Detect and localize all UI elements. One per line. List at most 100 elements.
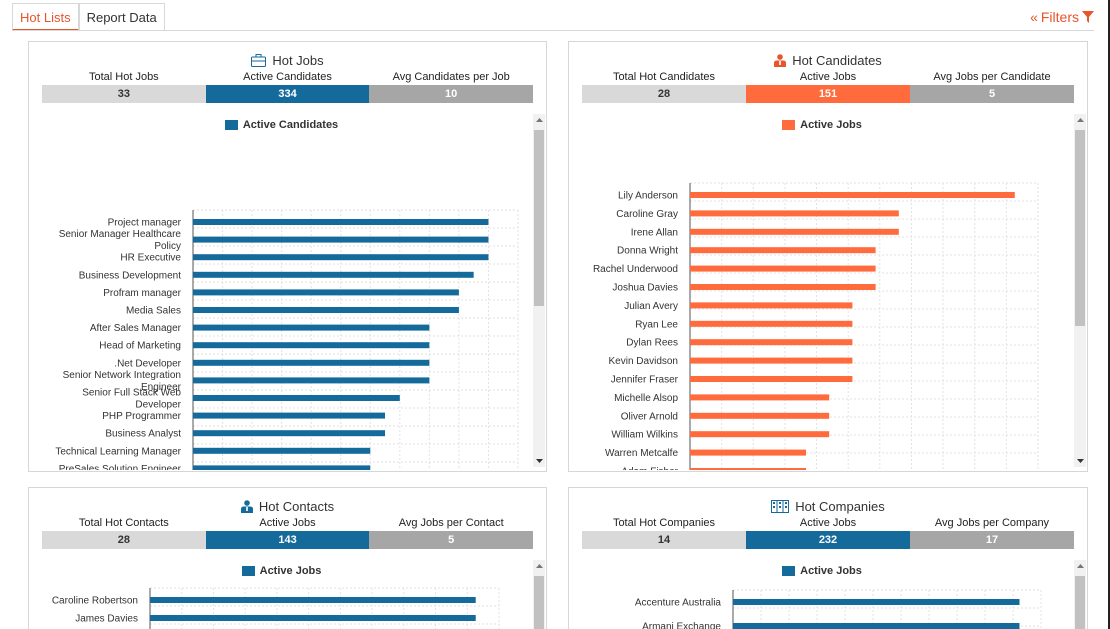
scrollbar[interactable]: [1074, 560, 1086, 629]
chart-bar[interactable]: [193, 412, 386, 419]
chart-bar[interactable]: [690, 247, 876, 254]
chart-bar[interactable]: [150, 597, 476, 603]
category-label: Senior Manager Healthcare Policy: [59, 229, 182, 252]
tab-hot-lists[interactable]: Hot Lists: [12, 3, 79, 31]
hot-companies-panel: Hot Companies Total Hot Companies 14 Acti…: [568, 487, 1088, 629]
scroll-up-arrow[interactable]: [533, 114, 545, 126]
panel-header: Hot Contacts: [29, 496, 546, 516]
chart-bar[interactable]: [690, 394, 830, 401]
category-label: PHP Programmer: [102, 411, 181, 422]
scroll-up-arrow[interactable]: [533, 560, 545, 572]
chart-bar[interactable]: [193, 377, 430, 384]
chart-bar[interactable]: [733, 599, 1020, 605]
category-label: Media Sales: [126, 306, 181, 317]
scroll-thumb[interactable]: [534, 576, 544, 629]
chart-area: Active Jobs Lily Anderson Caroline Gray Ir…: [570, 114, 1074, 470]
chart-bar[interactable]: [193, 359, 430, 366]
chart-bar[interactable]: [690, 265, 876, 272]
chart-bar[interactable]: [690, 431, 830, 438]
chart-bar[interactable]: [733, 623, 1020, 629]
scrollbar[interactable]: [1074, 114, 1086, 467]
stat-value: 5: [910, 85, 1074, 103]
chart-bar[interactable]: [690, 320, 853, 327]
chart-bar[interactable]: [193, 236, 489, 243]
hot-candidates-panel: Hot Candidates Total Hot Candidates 28 Ac…: [568, 41, 1088, 472]
category-label: Dylan Rees: [626, 338, 678, 349]
chart-bar[interactable]: [690, 339, 853, 346]
scrollbar[interactable]: [533, 560, 545, 629]
scroll-up-arrow[interactable]: [1074, 560, 1086, 572]
scrollbar[interactable]: [533, 114, 545, 467]
stat-label: Active Jobs: [799, 517, 857, 529]
hot-jobs-panel: Hot Jobs Total Hot Jobs 33 Active Candida…: [28, 41, 547, 472]
chart-bar[interactable]: [690, 210, 899, 217]
category-label: Joshua Davies: [612, 283, 678, 294]
category-label: Accenture Australia: [635, 598, 722, 609]
chart-bar[interactable]: [193, 289, 459, 296]
tab-divider: [12, 30, 1094, 31]
category-label: Business Analyst: [105, 429, 181, 440]
chart-bar[interactable]: [193, 447, 371, 454]
stat-active: Active Candidates 334: [205, 69, 370, 103]
chart-bar[interactable]: [690, 228, 899, 235]
chart-bar[interactable]: [690, 357, 853, 364]
chart-bar[interactable]: [193, 254, 489, 261]
chart-bar[interactable]: [193, 271, 474, 278]
hot-contacts-panel: Hot Contacts Total Hot Contacts 28 Active…: [28, 487, 547, 629]
stat-total: Total Hot Contacts 28: [42, 515, 206, 549]
chart-bar[interactable]: [690, 284, 876, 290]
stat-total: Total Hot Jobs 33: [42, 69, 206, 103]
panel-title: Hot Companies: [795, 498, 885, 514]
scroll-up-arrow[interactable]: [1074, 114, 1086, 126]
stat-value: 33: [42, 85, 206, 103]
scroll-thumb[interactable]: [1075, 130, 1085, 326]
chart-legend: Active Candidates: [30, 119, 533, 131]
category-label: .Net Developer: [114, 358, 181, 369]
category-label: Warren Metcalfe: [605, 448, 678, 459]
legend-swatch: [241, 566, 255, 576]
legend-swatch: [782, 120, 796, 130]
stat-label: Avg Jobs per Company: [934, 517, 1050, 529]
category-label: Business Development: [79, 270, 181, 281]
chart-bar[interactable]: [690, 376, 853, 382]
stat-label: Total Hot Jobs: [88, 71, 159, 83]
chart-bar[interactable]: [150, 615, 476, 621]
bar-chart: Caroline Robertson James Davies: [52, 587, 500, 629]
scroll-down-arrow[interactable]: [533, 455, 545, 467]
chart-bar[interactable]: [193, 342, 430, 349]
stat-value: 10: [369, 85, 534, 103]
double-chevron-left-icon: «: [1030, 9, 1038, 25]
chart-area: Active Jobs Caroline Robertson James Davi…: [30, 560, 533, 629]
filters-label: Filters: [1040, 9, 1079, 25]
scroll-thumb[interactable]: [534, 130, 544, 306]
stat-label: Avg Jobs per Candidate: [933, 71, 1051, 83]
stat-value: 143: [205, 531, 370, 549]
chart-bar[interactable]: [193, 395, 400, 401]
category-label: HR Executive: [120, 253, 181, 264]
chart-bar[interactable]: [193, 324, 430, 331]
chart-bar[interactable]: [193, 219, 489, 225]
legend-label: Active Candidates: [242, 119, 339, 131]
chart-bar[interactable]: [690, 468, 806, 470]
category-label: Kevin Davidson: [609, 356, 678, 367]
stat-value: 5: [369, 531, 534, 549]
tab-report-data[interactable]: Report Data: [78, 3, 165, 31]
stat-label: Total Hot Contacts: [78, 517, 169, 529]
chart-bar[interactable]: [690, 412, 830, 419]
chart-bar[interactable]: [690, 449, 806, 456]
legend-swatch: [224, 120, 238, 130]
legend-swatch: [782, 566, 796, 576]
stat-active: Active Jobs 143: [205, 515, 370, 549]
chart-bar[interactable]: [193, 307, 459, 313]
scroll-down-arrow[interactable]: [1074, 455, 1086, 467]
chart-bar[interactable]: [193, 465, 371, 470]
person-icon: [774, 53, 787, 67]
chart-bar[interactable]: [690, 192, 1015, 198]
stat-label: Active Candidates: [243, 71, 332, 83]
chart-bar[interactable]: [193, 430, 386, 437]
filters-button[interactable]: « Filters: [1030, 9, 1094, 25]
chart-bar[interactable]: [690, 302, 853, 309]
scroll-thumb[interactable]: [1075, 576, 1085, 629]
stat-value: 28: [42, 531, 206, 549]
panel-title: Hot Jobs: [272, 52, 324, 68]
